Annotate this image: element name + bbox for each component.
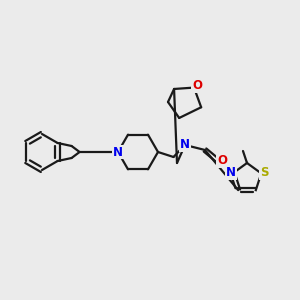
Text: O: O	[217, 154, 227, 167]
Text: N: N	[226, 166, 236, 179]
Text: O: O	[192, 79, 202, 92]
Text: N: N	[180, 139, 190, 152]
Text: S: S	[260, 166, 269, 179]
Text: N: N	[113, 146, 123, 158]
